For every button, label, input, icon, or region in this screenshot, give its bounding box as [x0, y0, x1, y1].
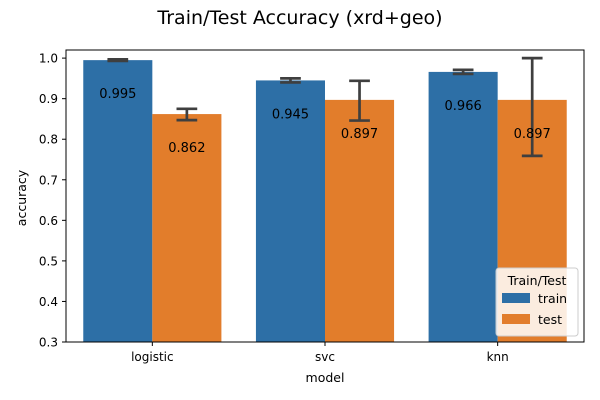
data-label-test-knn: 0.897	[514, 127, 551, 142]
y-tick-label: 0.7	[39, 173, 58, 187]
datalabels-layer: 0.995 0.945 0.966 0.862 0.897 0.897	[99, 87, 551, 156]
legend-label-train: train	[538, 291, 567, 306]
legend-swatch-train	[502, 293, 530, 303]
legend-label-test: test	[538, 312, 562, 327]
x-axis-ticks: logistic svc knn	[131, 342, 509, 364]
y-tick-label: 0.4	[39, 295, 58, 309]
y-tick-label: 0.8	[39, 133, 58, 147]
data-label-test-logistic: 0.862	[168, 141, 205, 156]
y-tick-label: 0.9	[39, 92, 58, 106]
bars-layer	[83, 60, 567, 343]
x-tick-label: knn	[487, 350, 509, 364]
y-tick-label: 0.3	[39, 336, 58, 350]
bar-test-logistic	[152, 114, 222, 342]
bar-test-svc	[325, 99, 395, 342]
x-tick-label: svc	[315, 350, 335, 364]
errorbars-layer	[107, 56, 543, 158]
y-axis-label: accuracy	[14, 169, 29, 226]
y-tick-label: 0.6	[39, 214, 58, 228]
legend-swatch-test	[502, 314, 530, 324]
x-axis-label: model	[306, 370, 345, 385]
data-label-test-svc: 0.897	[341, 127, 378, 142]
bar-train-svc	[255, 80, 325, 343]
chart-title: Train/Test Accuracy (xrd+geo)	[156, 7, 442, 29]
legend: Train/Test train test	[495, 267, 579, 337]
y-tick-label: 0.5	[39, 254, 58, 268]
y-axis-ticks: 0.3 0.4 0.5 0.6 0.7 0.8 0.9 1.0	[39, 52, 66, 350]
legend-title: Train/Test	[507, 273, 567, 288]
bar-train-knn	[428, 71, 498, 343]
data-label-train-svc: 0.945	[272, 107, 309, 122]
x-tick-label: logistic	[131, 350, 174, 364]
data-label-train-knn: 0.966	[445, 99, 482, 114]
y-tick-label: 1.0	[39, 52, 58, 66]
bar-train-logistic	[83, 60, 153, 343]
data-label-train-logistic: 0.995	[99, 87, 136, 102]
